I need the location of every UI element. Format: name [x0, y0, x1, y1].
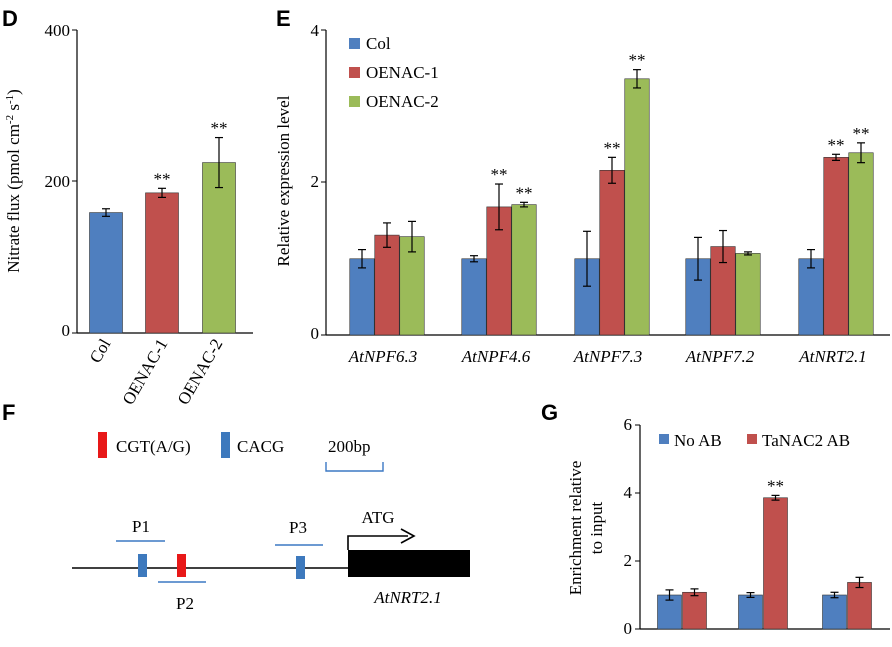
e-significance-label: ** [853, 124, 870, 143]
e-legend-label-oenac1: OENAC-1 [366, 63, 439, 82]
g-ytick-label: 4 [624, 483, 633, 502]
motif-site-cacg-1 [138, 554, 147, 577]
panel-letter-g: G [541, 400, 558, 425]
d-xtick-label: OENAC-2 [174, 336, 227, 408]
panel-letter-f: F [2, 400, 15, 425]
scale-bar [325, 462, 384, 472]
g-legend-swatch-noab [659, 434, 669, 444]
g-bar [763, 497, 788, 630]
e-significance-label: ** [629, 51, 646, 70]
g-ytick-label: 2 [624, 551, 633, 570]
e-xtick-label: AtNPF4.6 [461, 347, 531, 366]
e-ytick-label: 4 [311, 21, 320, 40]
gene-label: AtNRT2.1 [373, 588, 442, 607]
e-significance-label: ** [516, 183, 533, 202]
g-bars: ** [657, 476, 872, 630]
start-arrow-head [400, 528, 416, 544]
panel-g: G 0 2 4 6 Enrichment relative to input *… [541, 400, 890, 638]
e-legend-swatch-col [349, 38, 360, 49]
e-legend-swatch-oenac1 [349, 67, 360, 78]
start-codon-label: ATG [361, 508, 394, 527]
d-xtick-label: OENAC-1 [119, 336, 172, 408]
d-ytick-label: 400 [45, 21, 71, 40]
e-bar [735, 253, 761, 336]
d-y-axis-label: Nitrate flux (pmol cm-2 s-1) [4, 89, 23, 273]
g-legend-swatch-tanac2 [747, 434, 757, 444]
d-bar [89, 212, 123, 334]
g-bar [847, 582, 872, 630]
e-legend-swatch-oenac2 [349, 96, 360, 107]
primer-p3-label: P3 [289, 518, 307, 537]
g-legend-label-noab: No AB [674, 431, 722, 450]
e-xtick-label: AtNPF6.3 [348, 347, 417, 366]
e-bar [848, 152, 874, 336]
motif-legend-red [98, 432, 107, 458]
d-bar [145, 192, 179, 334]
panel-d: D 0 200 400 Nitrate flux (pmol cm-2 s-1)… [2, 6, 253, 408]
g-bar [822, 594, 847, 630]
g-y-axis-label-line1: Enrichment relative [566, 461, 585, 596]
gene-box [348, 550, 470, 577]
g-bar [738, 594, 763, 630]
g-y-axis-label-line2: to input [587, 502, 606, 555]
d-bars: ** ** [89, 119, 236, 334]
primer-p2-label: P2 [176, 594, 194, 613]
e-bar [399, 236, 425, 336]
e-significance-label: ** [604, 138, 621, 157]
panel-e: E 0 2 4 Relative expression level **** **… [274, 6, 890, 366]
d-significance-label: ** [154, 169, 171, 188]
primer-p1-label: P1 [132, 517, 150, 536]
e-legend-label-col: Col [366, 34, 391, 53]
g-ytick-label: 6 [624, 415, 633, 434]
e-significance-label: ** [491, 165, 508, 184]
d-xtick-label: Col [86, 335, 115, 366]
e-bar [461, 258, 487, 336]
e-legend-label-oenac2: OENAC-2 [366, 92, 439, 111]
panel-f: F CGT(A/G) CACG 200bp P1 P2 P3 AtNRT2.1 … [2, 400, 470, 613]
d-ytick-label: 0 [62, 321, 71, 340]
e-y-axis-label: Relative expression level [274, 95, 293, 266]
g-bar [682, 591, 707, 630]
e-xtick-label: AtNPF7.3 [573, 347, 642, 366]
panel-letter-e: E [276, 6, 291, 31]
g-ytick-label: 0 [624, 619, 633, 638]
d-ytick-label: 200 [45, 172, 71, 191]
e-ytick-label: 0 [311, 324, 320, 343]
e-bar [511, 204, 537, 336]
panel-letter-d: D [2, 6, 18, 31]
e-significance-label: ** [828, 135, 845, 154]
motif-legend-label-1: CGT(A/G) [116, 437, 191, 456]
d-bar [202, 162, 236, 334]
e-xtick-label: AtNPF7.2 [685, 347, 755, 366]
e-bar [349, 258, 375, 336]
g-significance-label: ** [767, 476, 784, 495]
motif-legend-blue [221, 432, 230, 458]
motif-site-cgtag-1 [177, 554, 186, 577]
scale-bar-label: 200bp [328, 437, 371, 456]
motif-legend-label-2: CACG [237, 437, 284, 456]
e-bar [798, 258, 824, 336]
g-legend-label-tanac2: TaNAC2 AB [762, 431, 850, 450]
start-arrow-shaft [347, 535, 408, 550]
e-bar [374, 234, 400, 336]
d-significance-label: ** [211, 119, 228, 138]
e-bar [823, 157, 849, 336]
e-bar [599, 170, 625, 336]
e-bars: ** ** ** ** ** ** [349, 51, 874, 336]
motif-site-cacg-2 [296, 556, 305, 579]
e-bar [624, 78, 650, 336]
e-xtick-label: AtNRT2.1 [798, 347, 867, 366]
e-ytick-label: 2 [311, 172, 320, 191]
